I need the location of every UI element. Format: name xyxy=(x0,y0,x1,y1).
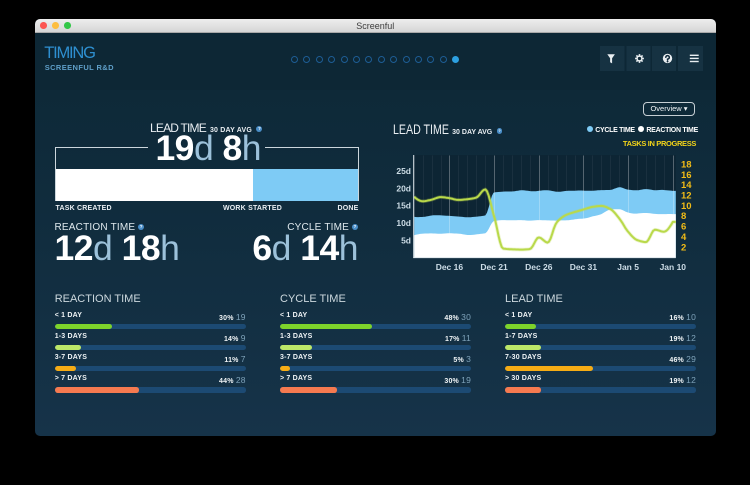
svg-text:8: 8 xyxy=(681,211,686,222)
svg-text:Jan 10: Jan 10 xyxy=(660,262,687,272)
svg-text:Dec 26: Dec 26 xyxy=(525,262,553,272)
svg-text:12: 12 xyxy=(681,191,692,202)
svg-text:Dec 31: Dec 31 xyxy=(570,262,598,272)
svg-text:Dec 16: Dec 16 xyxy=(436,262,464,272)
svg-text:16: 16 xyxy=(681,170,692,181)
svg-text:10: 10 xyxy=(681,201,692,212)
svg-text:4: 4 xyxy=(681,232,687,243)
svg-text:Jan 5: Jan 5 xyxy=(617,262,639,272)
svg-text:2: 2 xyxy=(681,242,686,253)
svg-text:10d: 10d xyxy=(396,218,411,228)
svg-text:18: 18 xyxy=(681,160,692,171)
svg-text:5d: 5d xyxy=(401,235,411,245)
svg-text:15d: 15d xyxy=(396,201,411,211)
svg-text:25d: 25d xyxy=(396,166,411,176)
svg-text:20d: 20d xyxy=(396,183,411,193)
svg-text:14: 14 xyxy=(681,180,692,191)
svg-text:Dec 21: Dec 21 xyxy=(480,262,508,272)
svg-text:6: 6 xyxy=(681,222,686,233)
